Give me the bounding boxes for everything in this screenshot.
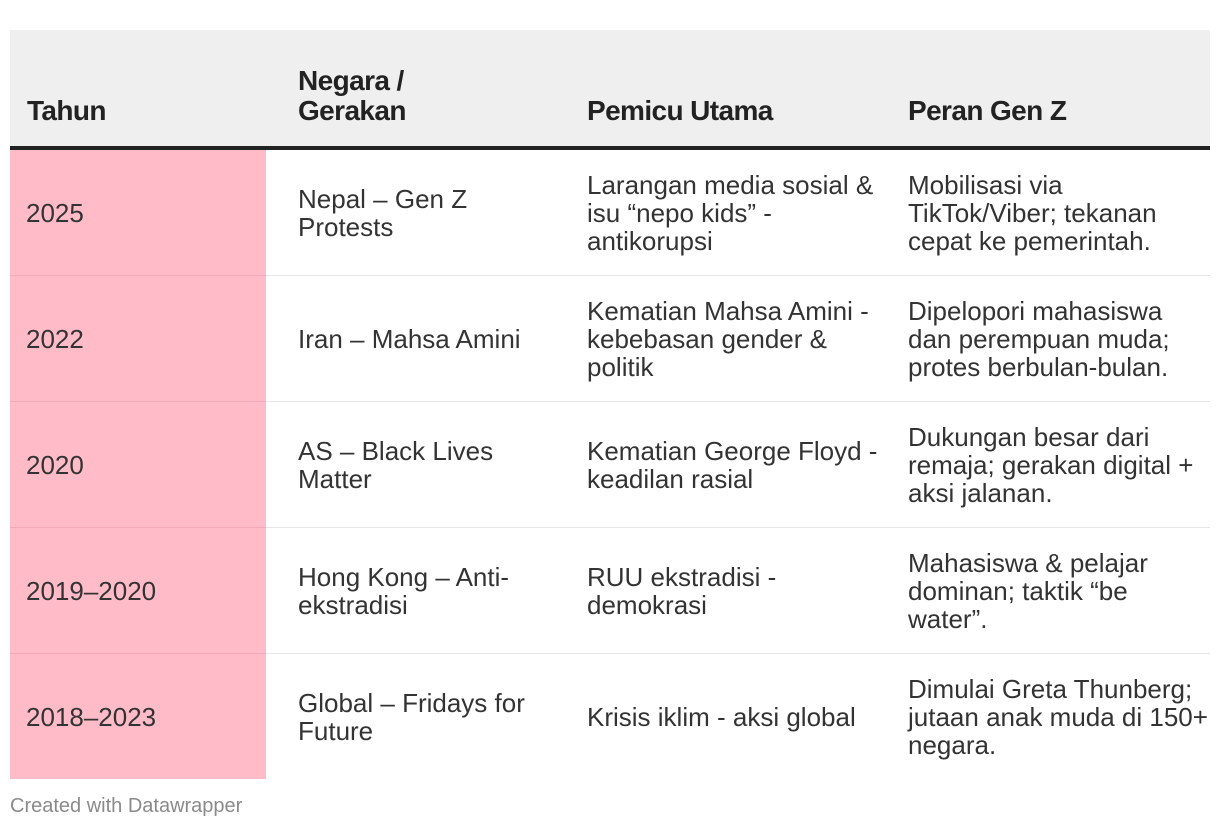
header-pemicu-label: Pemicu Utama: [587, 95, 773, 126]
cell-spacer: [266, 275, 298, 402]
cell-negara: Hong Kong – Anti-ekstradisi: [298, 527, 557, 654]
cell-tahun: 2020: [10, 401, 266, 528]
cell-spacer: [266, 148, 298, 276]
table-row: 2018–2023 Global – Fridays for Future Kr…: [10, 653, 1210, 780]
header-negara-line1: Negara /: [298, 65, 404, 96]
header-spacer: [879, 30, 908, 150]
table-row: 2022 Iran – Mahsa Amini Kematian Mahsa A…: [10, 275, 1210, 402]
data-table-container: Tahun Negara / Gerakan Pemicu Utama Peran…: [10, 30, 1210, 779]
cell-spacer: [557, 527, 587, 654]
cell-tahun: 2025: [10, 148, 266, 276]
cell-peran: Dimulai Greta Thunberg; jutaan anak muda…: [908, 673, 1208, 760]
data-table: Tahun Negara / Gerakan Pemicu Utama Peran…: [10, 30, 1210, 779]
cell-tahun: 2018–2023: [10, 653, 266, 779]
cell-tahun: 2022: [10, 275, 266, 402]
header-tahun: Tahun: [10, 30, 266, 150]
cell-spacer: [266, 654, 298, 780]
cell-peran: Mahasiswa & pelajar dominan; taktik “be …: [908, 527, 1210, 654]
header-spacer: [266, 30, 298, 150]
cell-pemicu: Krisis iklim - aksi global: [587, 701, 856, 732]
cell-spacer: [557, 654, 587, 780]
cell-spacer: [557, 275, 587, 402]
header-pemicu: Pemicu Utama: [587, 30, 879, 150]
table-row: 2025 Nepal – Gen Z Protests Larangan med…: [10, 148, 1210, 276]
table-row: 2020 AS – Black Lives Matter Kematian Ge…: [10, 401, 1210, 528]
cell-negara: AS – Black Lives Matter: [298, 401, 557, 528]
cell-spacer: [557, 401, 587, 528]
cell-spacer: [879, 275, 908, 402]
datawrapper-credit[interactable]: Created with Datawrapper: [10, 795, 243, 817]
header-tahun-label: Tahun: [27, 95, 107, 126]
cell-pemicu: RUU ekstradisi - demokrasi: [587, 527, 879, 654]
cell-spacer: [557, 148, 587, 276]
cell-peran: Dipelopori mahasiswa dan perempuan muda;…: [908, 275, 1210, 402]
header-negara: Negara / Gerakan: [298, 30, 557, 150]
cell-pemicu: Larangan media sosial & isu “nepo kids” …: [587, 148, 879, 276]
cell-spacer: [266, 527, 298, 654]
cell-negara: Global – Fridays for Future: [298, 687, 525, 746]
header-peran: Peran Gen Z: [908, 30, 1210, 150]
cell-spacer: [879, 401, 908, 528]
table-header: Tahun Negara / Gerakan Pemicu Utama Peran…: [10, 30, 1210, 150]
cell-peran: Dukungan besar dari remaja; gerakan digi…: [908, 401, 1210, 528]
header-spacer: [557, 30, 587, 150]
cell-peran: Mobilisasi via TikTok/Viber; tekanan cep…: [908, 148, 1210, 276]
cell-negara: Nepal – Gen Z Protests: [298, 148, 557, 276]
table-body: 2025 Nepal – Gen Z Protests Larangan med…: [10, 148, 1210, 779]
header-row: Tahun Negara / Gerakan Pemicu Utama Peran…: [10, 30, 1210, 150]
header-peran-label: Peran Gen Z: [908, 95, 1067, 126]
cell-spacer: [879, 148, 908, 276]
cell-spacer: [879, 654, 908, 780]
table-row: 2019–2020 Hong Kong – Anti-ekstradisi RU…: [10, 527, 1210, 654]
cell-spacer: [266, 401, 298, 528]
cell-pemicu: Kematian George Floyd - keadilan rasial: [587, 401, 879, 528]
cell-tahun: 2019–2020: [10, 527, 266, 654]
cell-pemicu: Kematian Mahsa Amini - kebebasan gender …: [587, 275, 879, 402]
cell-spacer: [879, 527, 908, 654]
header-negara-line2: Gerakan: [298, 95, 406, 126]
cell-negara: Iran – Mahsa Amini: [298, 275, 557, 402]
